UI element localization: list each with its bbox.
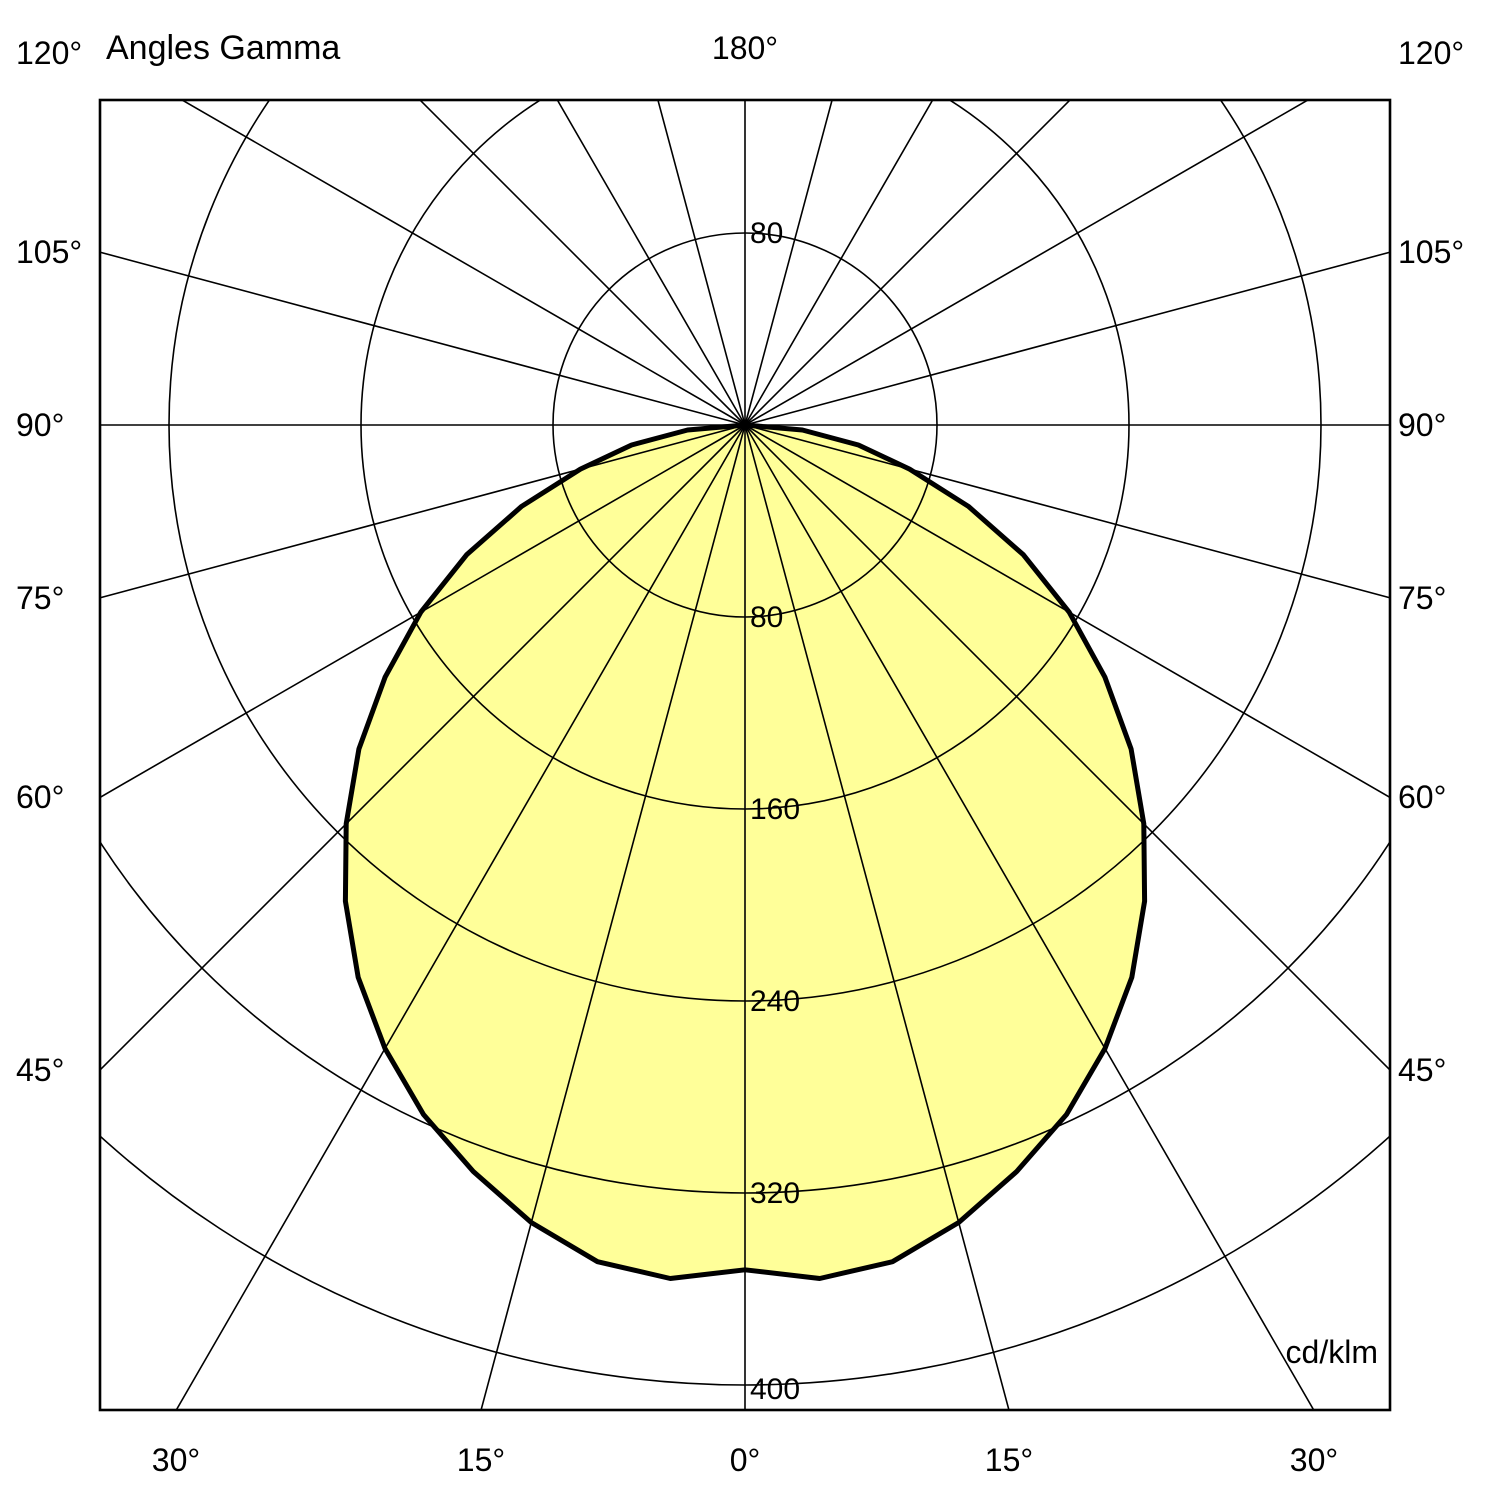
gamma-ray-345: [480, 424, 746, 1410]
radial-tick-label-4-320: 320: [750, 1177, 801, 1210]
gamma-ray-285: [100, 424, 746, 599]
gamma-axis-label-bottom-2: 0°: [729, 1442, 761, 1478]
gamma-ray-210: [556, 100, 746, 426]
unit-label: cd/klm: [1285, 1334, 1378, 1370]
gamma-ray-315: [100, 424, 746, 1072]
gamma-ray-30: [744, 424, 1315, 1410]
gamma-axis-label-bottom-4: 30°: [1289, 1442, 1339, 1478]
gamma-axis-label-left-120: 120°: [16, 35, 83, 71]
radial-tick-label-1-80: 80: [750, 601, 784, 634]
gamma-axis-label-right-90: 90°: [1398, 407, 1447, 443]
gamma-ray-120: [744, 100, 1310, 426]
chart-title: Angles Gamma: [106, 29, 341, 67]
gamma-axis-label-bottom-1: 15°: [456, 1442, 506, 1478]
gamma-axis-label-right-75: 75°: [1398, 580, 1447, 616]
gamma-axis-label-bottom-0: 30°: [151, 1442, 201, 1478]
gamma-axis-label-right-120: 120°: [1398, 35, 1465, 71]
gamma-ray-45: [744, 424, 1390, 1072]
gamma-axis-label-left-90: 90°: [16, 407, 65, 443]
radial-tick-label-0-80: 80: [750, 217, 784, 250]
gamma-ray-195: [657, 100, 746, 426]
intensity-lobe-outline: [342, 422, 1148, 1281]
gamma-axis-label-left-75: 75°: [16, 580, 65, 616]
gamma-axis-label-right-60: 60°: [1398, 779, 1447, 815]
gamma-ray-165: [744, 100, 833, 426]
gamma-axis-label-left-45: 45°: [16, 1052, 65, 1088]
gamma-ray-105: [744, 251, 1390, 426]
gamma-ray-75: [744, 424, 1390, 599]
gamma-axis-label-left-105: 105°: [16, 234, 83, 270]
gamma-ray-150: [744, 100, 934, 426]
gamma-ray-15: [744, 424, 1010, 1410]
gamma-axis-label-180: 180°: [711, 30, 779, 66]
radial-tick-label-3-240: 240: [750, 985, 801, 1018]
plot-frame: [98, 98, 1392, 1412]
gamma-axis-label-right-105: 105°: [1398, 234, 1465, 270]
gamma-ray-330: [175, 424, 746, 1410]
gamma-ray-135: [744, 100, 1072, 426]
gamma-ray-225: [418, 100, 746, 426]
gamma-ray-60: [744, 424, 1390, 799]
radial-tick-label-5-400: 400: [750, 1373, 801, 1406]
radial-tick-label-2-160: 160: [750, 793, 801, 826]
gamma-ray-300: [100, 424, 746, 799]
gamma-axis-label-right-45: 45°: [1398, 1052, 1447, 1088]
gamma-ray-255: [100, 251, 746, 426]
gamma-ray-240: [180, 100, 746, 426]
gamma-axis-label-bottom-3: 15°: [984, 1442, 1034, 1478]
gamma-axis-label-left-60: 60°: [16, 779, 65, 815]
